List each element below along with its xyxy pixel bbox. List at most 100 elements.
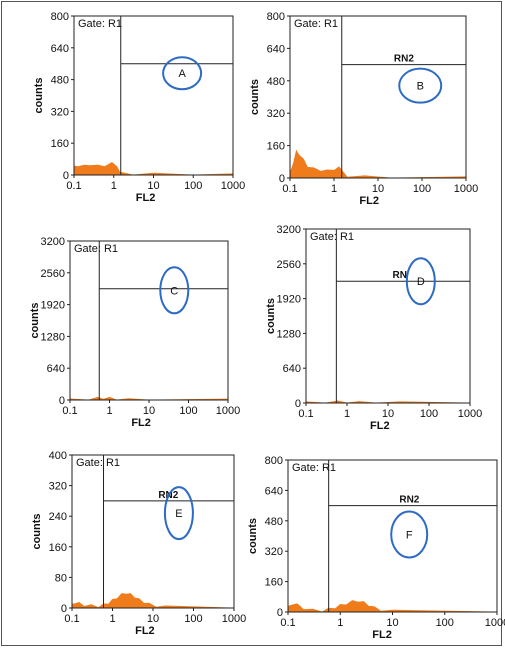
panel-c-x-tick-label: 0.1: [62, 405, 77, 417]
panel-c-y-tick-label: 3200: [41, 236, 65, 248]
panel-a-y-tick-label: 480: [51, 75, 69, 87]
panel-a-letter: A: [178, 68, 186, 80]
panel-a-gate-label: Gate: R1: [78, 18, 122, 30]
panel-a-y-tick-label: 320: [51, 106, 69, 118]
panel-f-x-axis-label: FL2: [372, 629, 392, 641]
panel-b-y-tick-label: 480: [267, 76, 285, 88]
panel-c-plot-frame: [69, 240, 229, 401]
panel-f-y-tick-label: 0: [277, 607, 283, 619]
panel-f-letter-circle: [390, 510, 429, 559]
panel-e-y-tick-label: 160: [49, 542, 67, 554]
panel-c-letter-circle: [159, 266, 190, 315]
panel-d-plot-frame: [305, 228, 471, 404]
panel-e-letter-circle: [163, 486, 194, 541]
panel-a-x-tick-label: 0.1: [66, 180, 81, 192]
panel-b-y-tick-label: 320: [267, 108, 285, 120]
panel-e-x-tick-label: 1: [109, 613, 115, 625]
panel-e-x-tick-label: 100: [184, 613, 202, 625]
panel-c-x-axis-label: FL2: [131, 417, 151, 429]
panel-a-x-axis-label: FL2: [136, 192, 156, 204]
panel-b-x-tick-label: 100: [413, 183, 431, 195]
panel-b-histogram: [289, 149, 467, 179]
panel-b-x-tick-label: 1000: [454, 183, 478, 195]
panel-a-x-tick-label: 10: [147, 180, 159, 192]
panel-c-y-tick-label: 1920: [41, 300, 65, 312]
panel-f-region-label: RN2: [399, 495, 419, 506]
panel-b-x-tick-label: 0.1: [282, 183, 297, 195]
panel-e-x-tick-label: 1000: [222, 613, 246, 625]
panel-e-y-tick-label: 240: [49, 511, 67, 523]
panel-c-x-tick-label: 1: [106, 405, 112, 417]
panel-e-x-tick-label: 10: [147, 613, 159, 625]
panel-c-x-tick-label: 1000: [216, 405, 240, 417]
panel-a-histogram: [73, 162, 234, 176]
panel-e-y-tick-label: 0: [61, 603, 67, 615]
panel-e-histogram: [71, 593, 235, 609]
panel-b-y-tick-label: 640: [267, 43, 285, 55]
panel-d-y-tick-label: 1920: [277, 294, 301, 306]
panel-f-y-tick-label: 800: [265, 455, 283, 467]
panel-d-letter: D: [417, 276, 425, 288]
panel-b-region-label: RN2: [394, 54, 414, 65]
panel-c-x-tick-label: 10: [143, 405, 155, 417]
panel-f-x-tick-label: 1: [337, 617, 343, 629]
panel-d-y-tick-label: 0: [295, 398, 301, 410]
panel-d-y-tick-label: 640: [283, 363, 301, 375]
panel-f-x-tick-label: 1000: [485, 617, 505, 629]
panel-e-y-axis-label: counts: [31, 513, 43, 549]
panel-e-y-tick-label: 320: [49, 481, 67, 493]
panel-b-x-axis-label: FL2: [359, 195, 379, 207]
panel-f-y-tick-label: 640: [265, 485, 283, 497]
panel-c-y-tick-label: 2560: [41, 268, 65, 280]
panel-d-x-tick-label: 100: [420, 408, 438, 420]
panel-f-letter: F: [406, 529, 413, 541]
panel-c-letter: C: [170, 285, 178, 297]
panel-c-y-tick-label: 1280: [41, 331, 65, 343]
panel-d-y-tick-label: 1280: [277, 328, 301, 340]
panel-a-x-tick-label: 100: [184, 180, 202, 192]
panel-b-x-tick-label: 1: [331, 183, 337, 195]
panel-c-gate-label: Gate: R1: [74, 243, 118, 255]
panel-d-letter-circle: [405, 257, 436, 306]
panel-f-histogram: [287, 600, 498, 613]
panel-c-x-tick-label: 100: [179, 405, 197, 417]
panel-b-gate-label: Gate: R1: [294, 18, 338, 30]
panel-a-y-tick-label: 0: [63, 170, 69, 182]
panel-d-x-tick-label: 1: [344, 408, 350, 420]
panel-d-y-tick-label: 2560: [277, 259, 301, 271]
panel-d-x-tick-label: 1000: [458, 408, 482, 420]
panel-a-y-tick-label: 160: [51, 138, 69, 150]
panel-c-y-tick-label: 0: [59, 395, 65, 407]
panel-f-y-tick-label: 320: [265, 546, 283, 558]
panel-f-y-tick-label: 160: [265, 577, 283, 589]
panel-e-y-tick-label: 80: [55, 572, 67, 584]
panel-d-gate-label: Gate: R1: [310, 231, 354, 243]
panel-d-x-axis-label: FL2: [370, 420, 390, 432]
panel-b-x-tick-label: 10: [372, 183, 384, 195]
panel-f-x-tick-label: 10: [386, 617, 398, 629]
panel-d-region-label: RN: [392, 270, 406, 281]
panel-f-x-tick-label: 100: [436, 617, 454, 629]
panel-c-y-tick-label: 640: [47, 363, 65, 375]
panel-a-y-tick-label: 800: [51, 11, 69, 23]
panel-b-letter-circle: [398, 67, 443, 104]
panel-a-plot-frame: [73, 15, 234, 176]
panel-b-y-axis-label: counts: [249, 79, 261, 115]
panel-a-x-tick-label: 1000: [221, 180, 245, 192]
panel-b-y-tick-label: 160: [267, 141, 285, 153]
panel-e-plot-frame: [71, 454, 235, 609]
panel-e-letter: E: [175, 508, 182, 520]
panel-b-plot-frame: [289, 15, 467, 179]
panel-c-y-axis-label: counts: [29, 302, 41, 338]
panel-b-y-tick-label: 0: [279, 173, 285, 185]
panel-a-y-axis-label: counts: [33, 77, 45, 113]
panel-b-letter: B: [417, 81, 424, 93]
panel-e-gate-label: Gate: R1: [76, 457, 120, 469]
panel-b-y-tick-label: 800: [267, 11, 285, 23]
panel-d-x-tick-label: 0.1: [298, 408, 313, 420]
panel-e-x-tick-label: 0.1: [64, 613, 79, 625]
panel-e-x-axis-label: FL2: [135, 625, 155, 637]
panel-d-histogram: [305, 400, 471, 404]
panel-d-x-tick-label: 10: [382, 408, 394, 420]
